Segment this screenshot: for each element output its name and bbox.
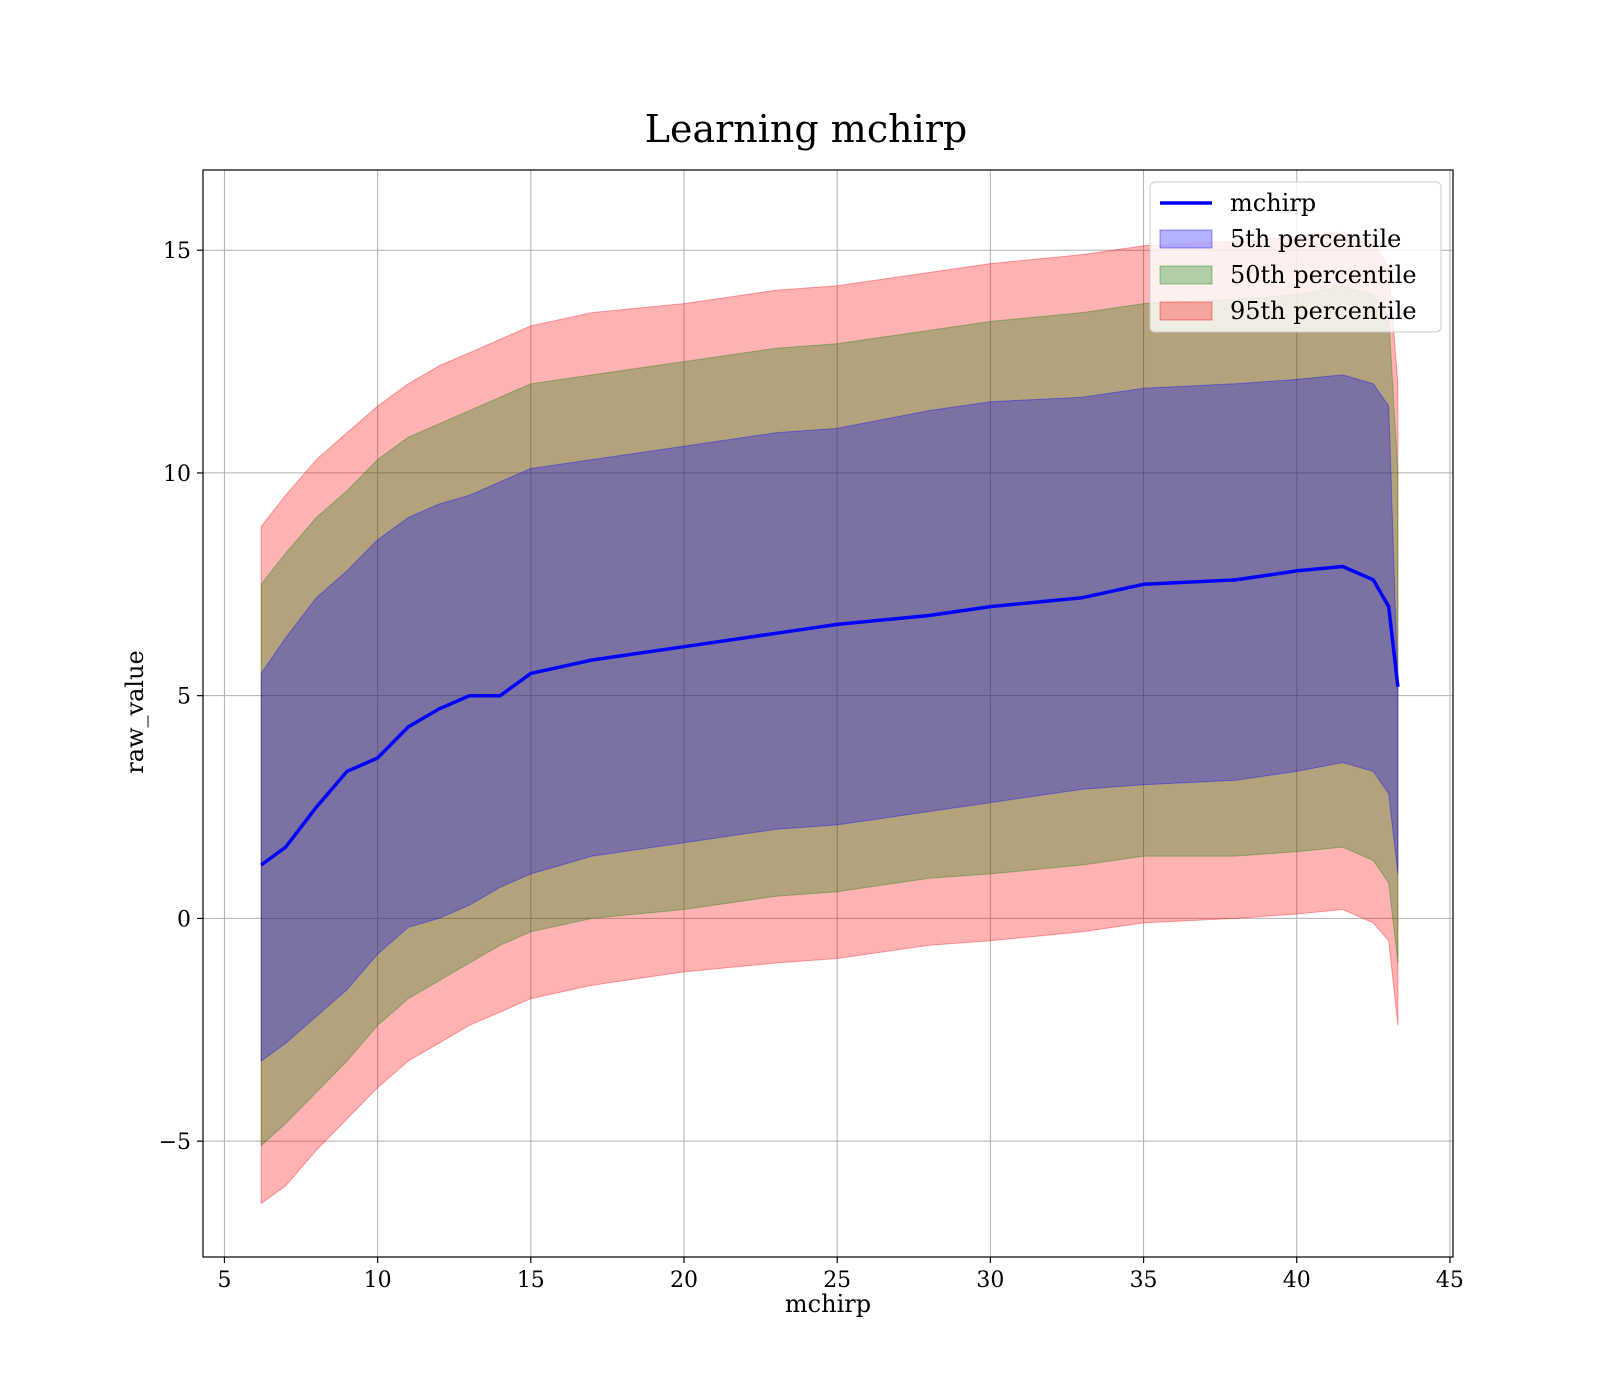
x-tick-label: 20 (670, 1268, 698, 1293)
x-tick-label: 5 (217, 1268, 231, 1293)
y-axis-label: raw_value (121, 650, 149, 774)
x-tick-label: 45 (1436, 1268, 1464, 1293)
y-tick-label: 5 (177, 685, 191, 710)
legend-label: 95th percentile (1230, 297, 1417, 325)
x-tick-label: 40 (1283, 1268, 1311, 1293)
x-tick-label: 15 (517, 1268, 545, 1293)
plot-frame (202, 169, 1454, 1258)
legend-swatch-band (1159, 301, 1213, 321)
series-lines (260, 564, 1400, 867)
line-mchirp (260, 564, 1400, 867)
legend-label: mchirp (1230, 189, 1316, 217)
y-tick-label: 0 (177, 907, 191, 932)
y-tick-label: −5 (159, 1130, 191, 1155)
band-95th-percentile (260, 231, 1399, 1205)
legend-label: 50th percentile (1230, 261, 1417, 289)
x-tick-label: 35 (1130, 1268, 1158, 1293)
x-tick-label: 30 (976, 1268, 1004, 1293)
legend: mchirp 5th percentile 50th percentile 95th … (1149, 181, 1442, 333)
ticks: 5 10 15 20 25 30 35 40 45 −5 0 5 10 15 (159, 239, 1464, 1293)
x-tick-label: 25 (823, 1268, 851, 1293)
chart-title: Learning mchirp (645, 107, 967, 151)
legend-swatch-band (1159, 265, 1213, 285)
y-tick-label: 15 (163, 239, 191, 264)
x-tick-label: 10 (364, 1268, 392, 1293)
x-axis-label: mchirp (785, 1290, 871, 1318)
legend-box (1149, 181, 1442, 333)
band-5th-percentile (260, 374, 1399, 1062)
band-50th-percentile (260, 285, 1399, 1147)
y-tick-label: 10 (163, 462, 191, 487)
legend-swatch-band (1159, 229, 1213, 249)
percentile-bands (260, 231, 1399, 1205)
legend-label: 5th percentile (1230, 225, 1401, 253)
